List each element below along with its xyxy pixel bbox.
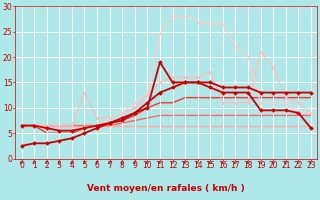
X-axis label: Vent moyen/en rafales ( km/h ): Vent moyen/en rafales ( km/h ) bbox=[87, 184, 245, 193]
